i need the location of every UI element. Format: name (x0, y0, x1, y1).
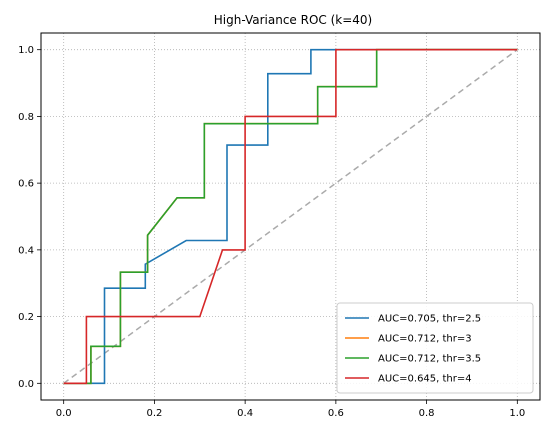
chart-title: High-Variance ROC (k=40) (214, 13, 372, 27)
y-tick-label: 1.0 (18, 45, 34, 56)
x-tick-label: 0.0 (56, 408, 72, 419)
x-tick-label: 0.6 (328, 408, 344, 419)
y-tick-label: 0.4 (18, 245, 34, 256)
y-tick-label: 0.2 (18, 312, 34, 323)
roc-curve-series-4 (63, 48, 518, 385)
x-tick-label: 0.8 (419, 408, 435, 419)
legend: AUC=0.705, thr=2.5 AUC=0.712, thr=3 AUC=0.… (336, 302, 534, 394)
x-tick-label: 0.4 (237, 408, 253, 419)
legend-label: AUC=0.705, thr=2.5 (378, 314, 481, 325)
x-tick-label: 0.2 (146, 408, 162, 419)
chance-diagonal-line (63, 49, 518, 384)
legend-box (336, 302, 534, 394)
x-tick-label: 1.0 (509, 408, 525, 419)
series-group (63, 48, 518, 385)
diagonal-reference (63, 49, 518, 384)
roc-curve-series-3 (63, 48, 518, 385)
y-tick-label: 0.8 (18, 112, 34, 123)
roc-curve-series-1 (63, 48, 518, 385)
y-tick-label: 0.6 (18, 179, 34, 190)
y-tick-label: 0.0 (18, 379, 34, 390)
legend-label: AUC=0.712, thr=3 (378, 334, 472, 345)
legend-label: AUC=0.712, thr=3.5 (378, 354, 481, 365)
legend-label: AUC=0.645, thr=4 (378, 374, 472, 385)
plot-frame (40, 32, 541, 401)
axis-ticks: 0.0 0.2 0.4 0.6 0.8 1.0 0.0 0.2 0.4 0.6 0.8 1.0 (18, 45, 525, 419)
